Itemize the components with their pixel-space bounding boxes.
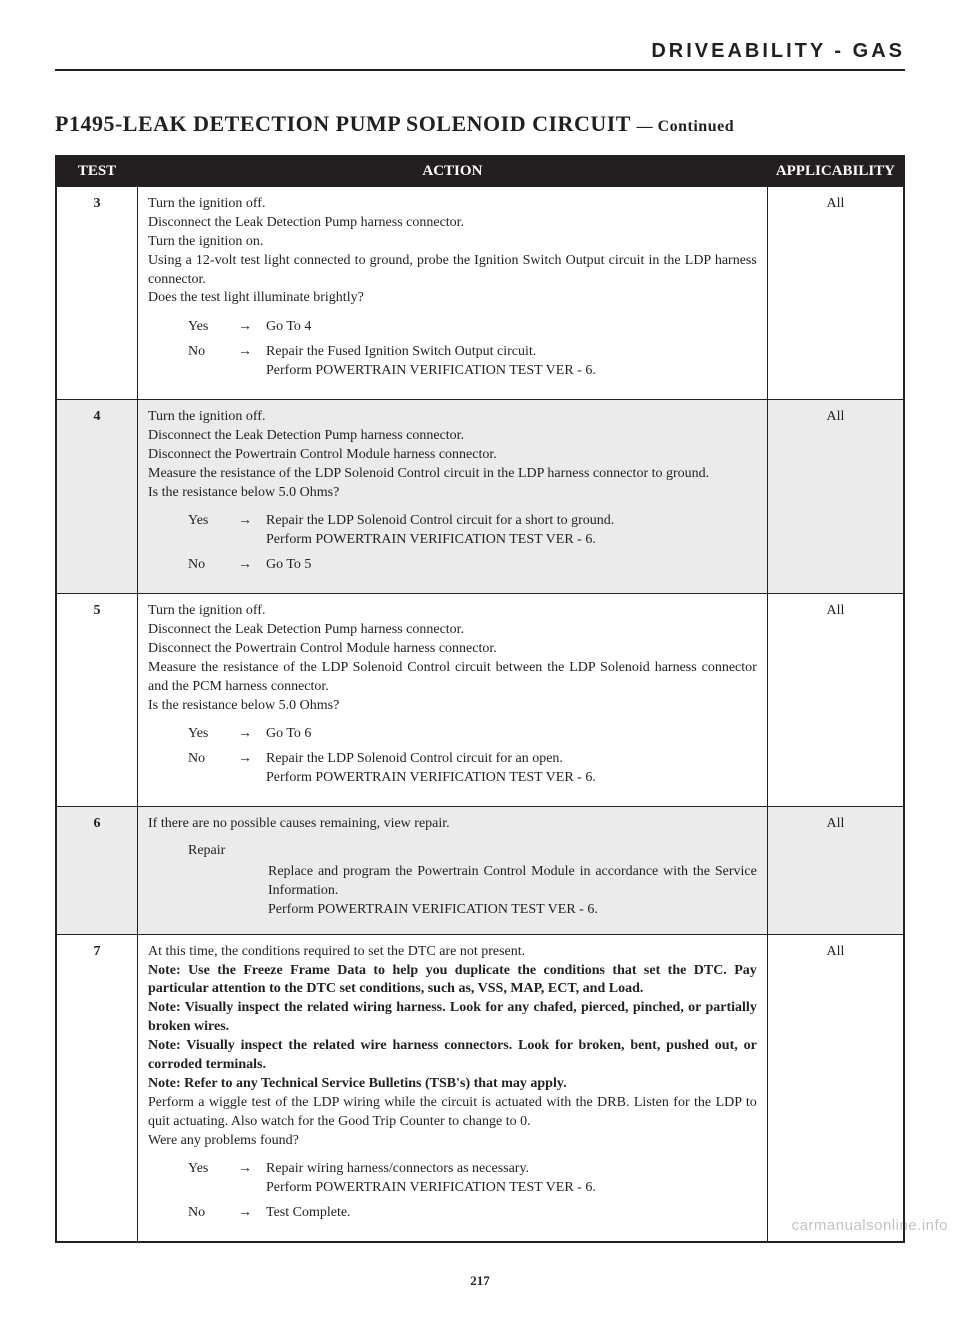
action-body: Turn the ignition off.Disconnect the Lea… [148,408,757,502]
action-body: If there are no possible causes remainin… [148,815,757,834]
answer-text: Repair the Fused Ignition Switch Output … [266,343,757,381]
test-number: 4 [56,400,138,594]
answer-label: No [188,1204,238,1223]
watermark: carmanualsonline.info [792,1217,948,1234]
arrow-icon: → [238,512,266,550]
answer-text: Repair wiring harness/connectors as nece… [266,1160,757,1198]
answer-row: No→Test Complete. [188,1204,757,1223]
col-action: ACTION [138,156,768,187]
action-cell: Turn the ignition off.Disconnect the Lea… [138,187,768,400]
applicability-cell: All [767,400,904,594]
applicability-cell: All [767,187,904,400]
applicability-cell: All [767,807,904,934]
action-body: At this time, the conditions required to… [148,943,757,1151]
answers-block: Yes→Go To 6 No→Repair the LDP Solenoid Co… [188,725,757,788]
applicability-cell: All [767,934,904,1242]
section-header: DRIVEABILITY - GAS [55,40,905,69]
answer-row: No→Go To 5 [188,556,757,575]
arrow-icon: → [238,1160,266,1198]
title-continued: — Continued [637,118,735,135]
answer-label: No [188,343,238,381]
test-number: 5 [56,594,138,807]
repair-block: Repair Replace and program the Powertrain… [188,842,757,920]
page-number: 217 [55,1273,905,1289]
answer-text: Go To 6 [266,725,757,744]
page-title: P1495-LEAK DETECTION PUMP SOLENOID CIRCU… [55,111,905,137]
answer-label: Yes [188,318,238,337]
arrow-icon: → [238,750,266,788]
table-header-row: TEST ACTION APPLICABILITY [56,156,904,187]
action-body: Turn the ignition off.Disconnect the Lea… [148,195,757,308]
arrow-icon: → [238,343,266,381]
answer-text: Test Complete. [266,1204,757,1223]
answer-row: No→Repair the LDP Solenoid Control circu… [188,750,757,788]
answer-row: Yes→Repair the LDP Solenoid Control circ… [188,512,757,550]
answers-block: Yes→Repair the LDP Solenoid Control circ… [188,512,757,575]
test-number: 6 [56,807,138,934]
repair-label: Repair [188,842,757,861]
title-main: P1495-LEAK DETECTION PUMP SOLENOID CIRCU… [55,111,631,136]
diagnostic-table: TEST ACTION APPLICABILITY 3Turn the igni… [55,155,905,1243]
answer-row: Yes→Go To 4 [188,318,757,337]
action-cell: Turn the ignition off.Disconnect the Lea… [138,594,768,807]
answer-label: Yes [188,725,238,744]
answer-row: Yes→Repair wiring harness/connectors as … [188,1160,757,1198]
answer-text: Repair the LDP Solenoid Control circuit … [266,512,757,550]
table-row: 7At this time, the conditions required t… [56,934,904,1242]
arrow-icon: → [238,725,266,744]
arrow-icon: → [238,318,266,337]
action-body: Turn the ignition off.Disconnect the Lea… [148,602,757,715]
answer-text: Go To 5 [266,556,757,575]
action-cell: Turn the ignition off.Disconnect the Lea… [138,400,768,594]
table-row: 5Turn the ignition off.Disconnect the Le… [56,594,904,807]
answer-label: No [188,556,238,575]
table-row: 4Turn the ignition off.Disconnect the Le… [56,400,904,594]
test-number: 3 [56,187,138,400]
action-cell: At this time, the conditions required to… [138,934,768,1242]
repair-text: Replace and program the Powertrain Contr… [268,863,757,920]
answers-block: Yes→Go To 4 No→Repair the Fused Ignition … [188,318,757,381]
applicability-cell: All [767,594,904,807]
header-rule [55,69,905,71]
arrow-icon: → [238,1204,266,1223]
col-applicability: APPLICABILITY [767,156,904,187]
answer-text: Go To 4 [266,318,757,337]
table-row: 3Turn the ignition off.Disconnect the Le… [56,187,904,400]
action-cell: If there are no possible causes remainin… [138,807,768,934]
test-number: 7 [56,934,138,1242]
answer-label: Yes [188,1160,238,1198]
answer-row: No→Repair the Fused Ignition Switch Outp… [188,343,757,381]
answer-label: Yes [188,512,238,550]
table-body: 3Turn the ignition off.Disconnect the Le… [56,187,904,1243]
answers-block: Yes→Repair wiring harness/connectors as … [188,1160,757,1223]
answer-label: No [188,750,238,788]
page: DRIVEABILITY - GAS P1495-LEAK DETECTION … [0,0,960,1319]
answer-text: Repair the LDP Solenoid Control circuit … [266,750,757,788]
arrow-icon: → [238,556,266,575]
col-test: TEST [56,156,138,187]
answer-row: Yes→Go To 6 [188,725,757,744]
table-row: 6 If there are no possible causes remaini… [56,807,904,934]
